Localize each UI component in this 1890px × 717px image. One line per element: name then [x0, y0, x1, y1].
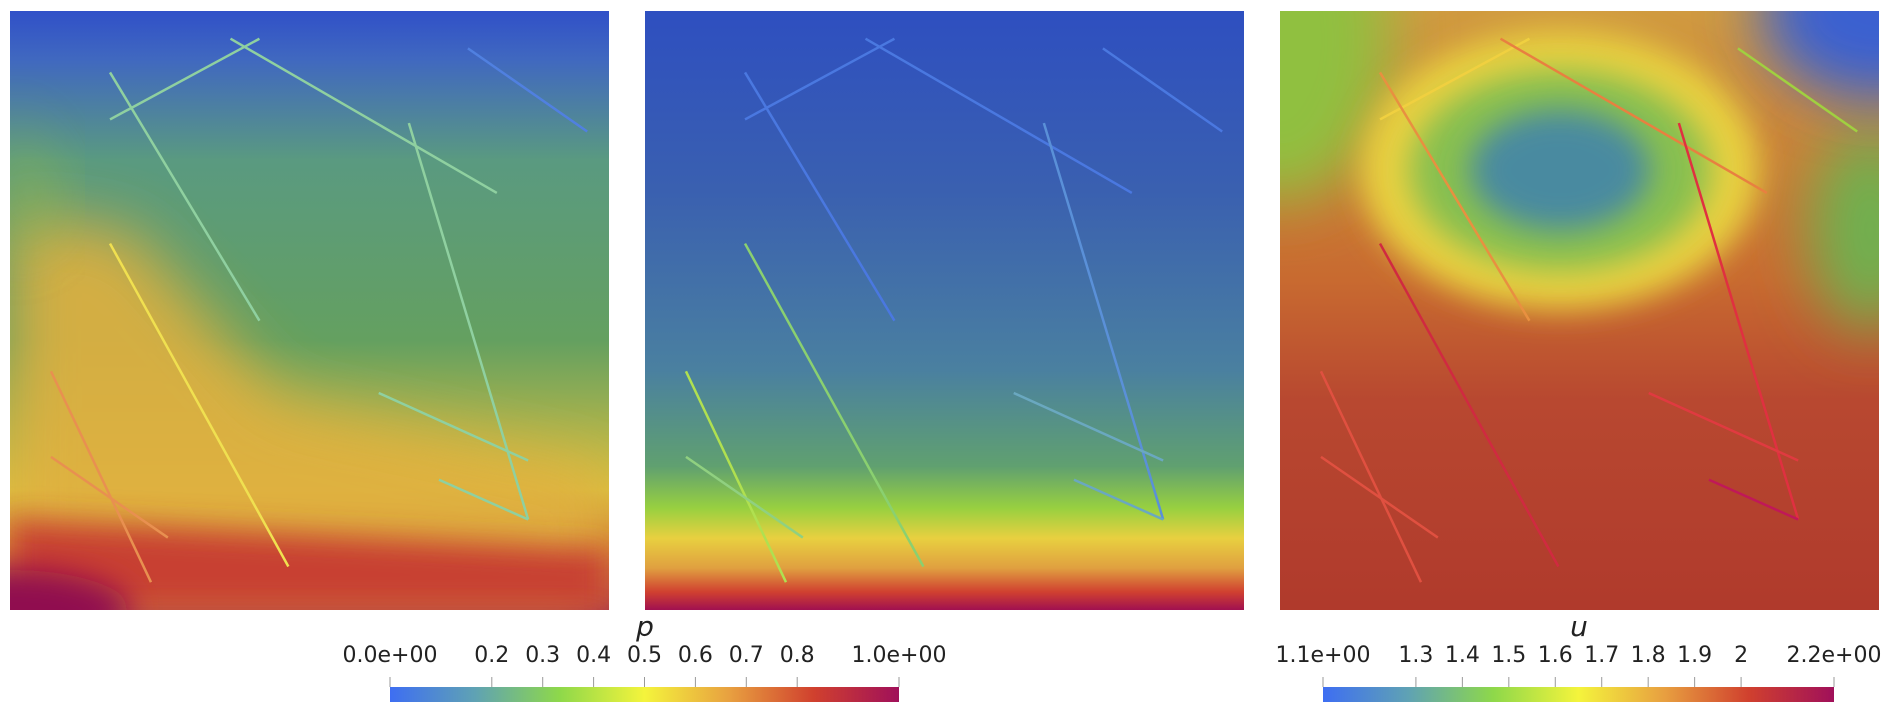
- tick-label: 1.7: [1584, 643, 1619, 668]
- fracture-line: [1013, 391, 1164, 462]
- fracture-line: [1379, 37, 1531, 121]
- fracture-line: [1319, 370, 1423, 583]
- fracture-line: [438, 478, 529, 521]
- fracture-line: [49, 370, 153, 583]
- tick-label: 1.1e+00: [1276, 643, 1371, 668]
- fracture-line: [744, 37, 896, 121]
- tick-label: 2.2e+00: [1787, 643, 1882, 668]
- fracture-line: [1499, 37, 1768, 195]
- fracture-line: [1102, 47, 1223, 133]
- fracture-line: [1677, 122, 1800, 520]
- fracture-line: [1708, 478, 1799, 521]
- fracture-line: [743, 242, 925, 568]
- colorbar: [390, 687, 899, 702]
- field-panel: [645, 11, 1244, 610]
- fracture-line: [378, 391, 529, 462]
- colorbars: p 0.0e+00 0.2 0.3 0.4 0.5 0.6 0.7 0.8 1.0e+00 u 1.1…: [343, 610, 1882, 702]
- tick-label: 0.6: [678, 643, 713, 668]
- fracture-line: [1378, 71, 1531, 322]
- fracture-line: [467, 47, 588, 133]
- field-panel: [1280, 11, 1879, 610]
- fracture-line: [743, 71, 896, 322]
- tick-label: 1.8: [1631, 643, 1666, 668]
- tick-label: 0.0e+00: [343, 643, 438, 668]
- fracture-line: [1042, 122, 1165, 520]
- colorbar-title: p: [635, 610, 654, 643]
- tick-label: 0.4: [576, 643, 611, 668]
- fracture-line: [1378, 242, 1560, 568]
- tick-label: 0.8: [780, 643, 815, 668]
- colorbar: [1323, 687, 1834, 702]
- fracture-line: [229, 37, 498, 195]
- tick-label: 2: [1734, 643, 1748, 668]
- field-panel: [10, 11, 609, 610]
- tick-label: 1.5: [1491, 643, 1526, 668]
- tick-label: 1.0e+00: [852, 643, 947, 668]
- fracture-line: [407, 122, 530, 520]
- fracture-line: [685, 455, 804, 539]
- fracture-line: [109, 37, 261, 121]
- fractures: [49, 37, 1858, 583]
- colorbar-title: u: [1570, 610, 1588, 643]
- tick-label: 0.5: [627, 643, 662, 668]
- fracture-line: [864, 37, 1133, 195]
- tick-label: 1.9: [1677, 643, 1712, 668]
- fracture-line: [50, 455, 169, 539]
- fracture-line: [1320, 455, 1439, 539]
- tick-label: 0.3: [525, 643, 560, 668]
- tick-label: 0.2: [474, 643, 509, 668]
- tick-label: 1.3: [1398, 643, 1433, 668]
- fracture-line: [108, 242, 290, 568]
- fracture-line: [684, 370, 788, 583]
- fracture-line: [1648, 391, 1799, 462]
- tick-label: 0.7: [729, 643, 764, 668]
- tick-label: 1.4: [1445, 643, 1480, 668]
- fracture-line: [1737, 47, 1858, 133]
- fracture-line: [1073, 478, 1164, 521]
- tick-label: 1.6: [1538, 643, 1573, 668]
- fracture-line: [108, 71, 261, 322]
